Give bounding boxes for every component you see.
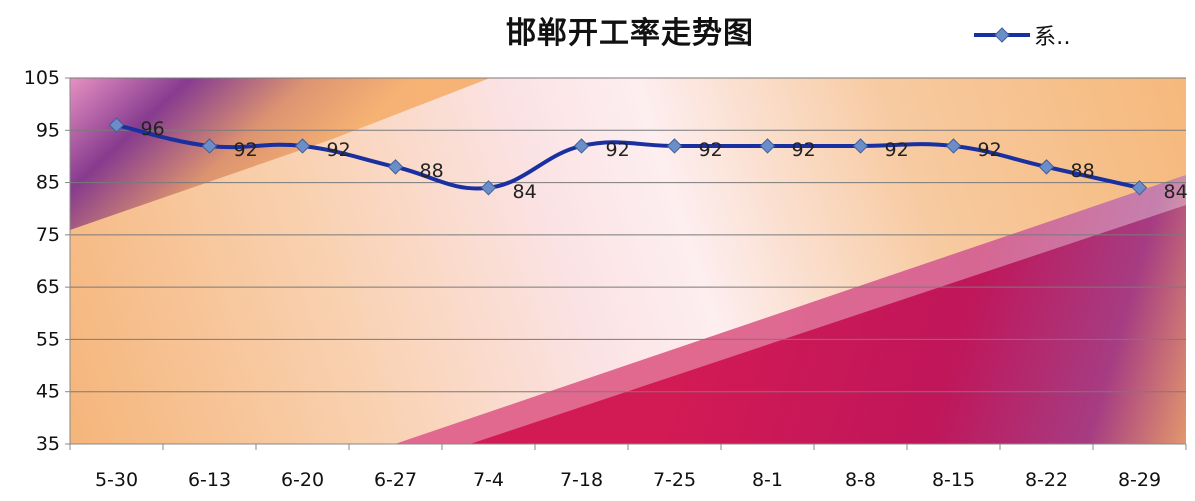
legend-line-swatch-icon <box>974 27 1030 43</box>
data-label: 92 <box>699 139 723 161</box>
data-label: 92 <box>606 139 630 161</box>
plot-background-crimson-band <box>395 175 1186 444</box>
y-tick-label: 75 <box>36 224 60 246</box>
data-point-marker <box>294 138 311 154</box>
chart-title: 邯郸开工率走势图 <box>506 16 754 51</box>
x-tick-label: 7-18 <box>560 469 603 491</box>
data-label: 92 <box>327 139 351 161</box>
markers <box>108 117 1148 196</box>
data-label: 88 <box>420 160 444 182</box>
x-tick-label: 8-1 <box>752 469 783 491</box>
data-point-marker <box>201 138 218 154</box>
data-label: 92 <box>978 139 1002 161</box>
data-point-marker <box>1131 180 1148 196</box>
data-point-marker <box>759 138 776 154</box>
y-tick-label: 105 <box>24 67 60 89</box>
data-label: 92 <box>234 139 258 161</box>
data-label: 88 <box>1071 160 1095 182</box>
y-tick-label: 45 <box>36 381 60 403</box>
legend-label: 系‥ <box>1034 25 1071 50</box>
series-line <box>116 123 1140 191</box>
data-labels: 96 92 92 88 84 92 92 92 92 92 88 84 <box>141 118 1188 203</box>
x-tick-label: 6-13 <box>188 469 231 491</box>
data-point-marker <box>108 117 125 133</box>
data-point-marker <box>666 138 683 154</box>
axes <box>65 77 1187 450</box>
x-tick-label: 8-29 <box>1118 469 1161 491</box>
data-point-marker <box>387 159 404 175</box>
plot-background-highlight <box>395 175 1186 444</box>
data-label: 84 <box>1164 181 1188 203</box>
y-tick-label: 65 <box>36 276 60 298</box>
y-tick-labels: 105 95 85 75 65 55 45 35 <box>24 67 60 455</box>
data-point-marker <box>573 138 590 154</box>
x-tick-label: 7-25 <box>653 469 696 491</box>
x-tick-label: 6-27 <box>374 469 417 491</box>
y-tick-label: 55 <box>36 328 60 350</box>
x-tick-labels: 5-30 6-13 6-20 6-27 7-4 7-18 7-25 8-1 8-8 8-15 8-2… <box>95 469 1161 491</box>
series-line-group <box>116 123 1140 191</box>
data-point-marker <box>1038 159 1055 175</box>
y-tick-label: 95 <box>36 119 60 141</box>
x-tick-label: 6-20 <box>281 469 324 491</box>
data-point-marker <box>852 138 869 154</box>
legend: 系‥ <box>972 20 1071 50</box>
data-point-marker <box>945 138 962 154</box>
x-tick-label: 5-30 <box>95 469 138 491</box>
x-tick-label: 7-4 <box>473 469 504 491</box>
x-tick-label: 8-15 <box>932 469 975 491</box>
data-label: 92 <box>885 139 909 161</box>
data-label: 84 <box>513 181 537 203</box>
y-tick-label: 35 <box>36 433 60 455</box>
data-label: 96 <box>141 118 165 140</box>
y-tick-label: 85 <box>36 172 60 194</box>
plot-background-purple-corner <box>70 78 490 230</box>
data-label: 92 <box>792 139 816 161</box>
data-point-marker <box>480 180 497 196</box>
x-tick-label: 8-8 <box>845 469 876 491</box>
x-tick-label: 8-22 <box>1025 469 1068 491</box>
gridlines <box>70 77 1186 393</box>
